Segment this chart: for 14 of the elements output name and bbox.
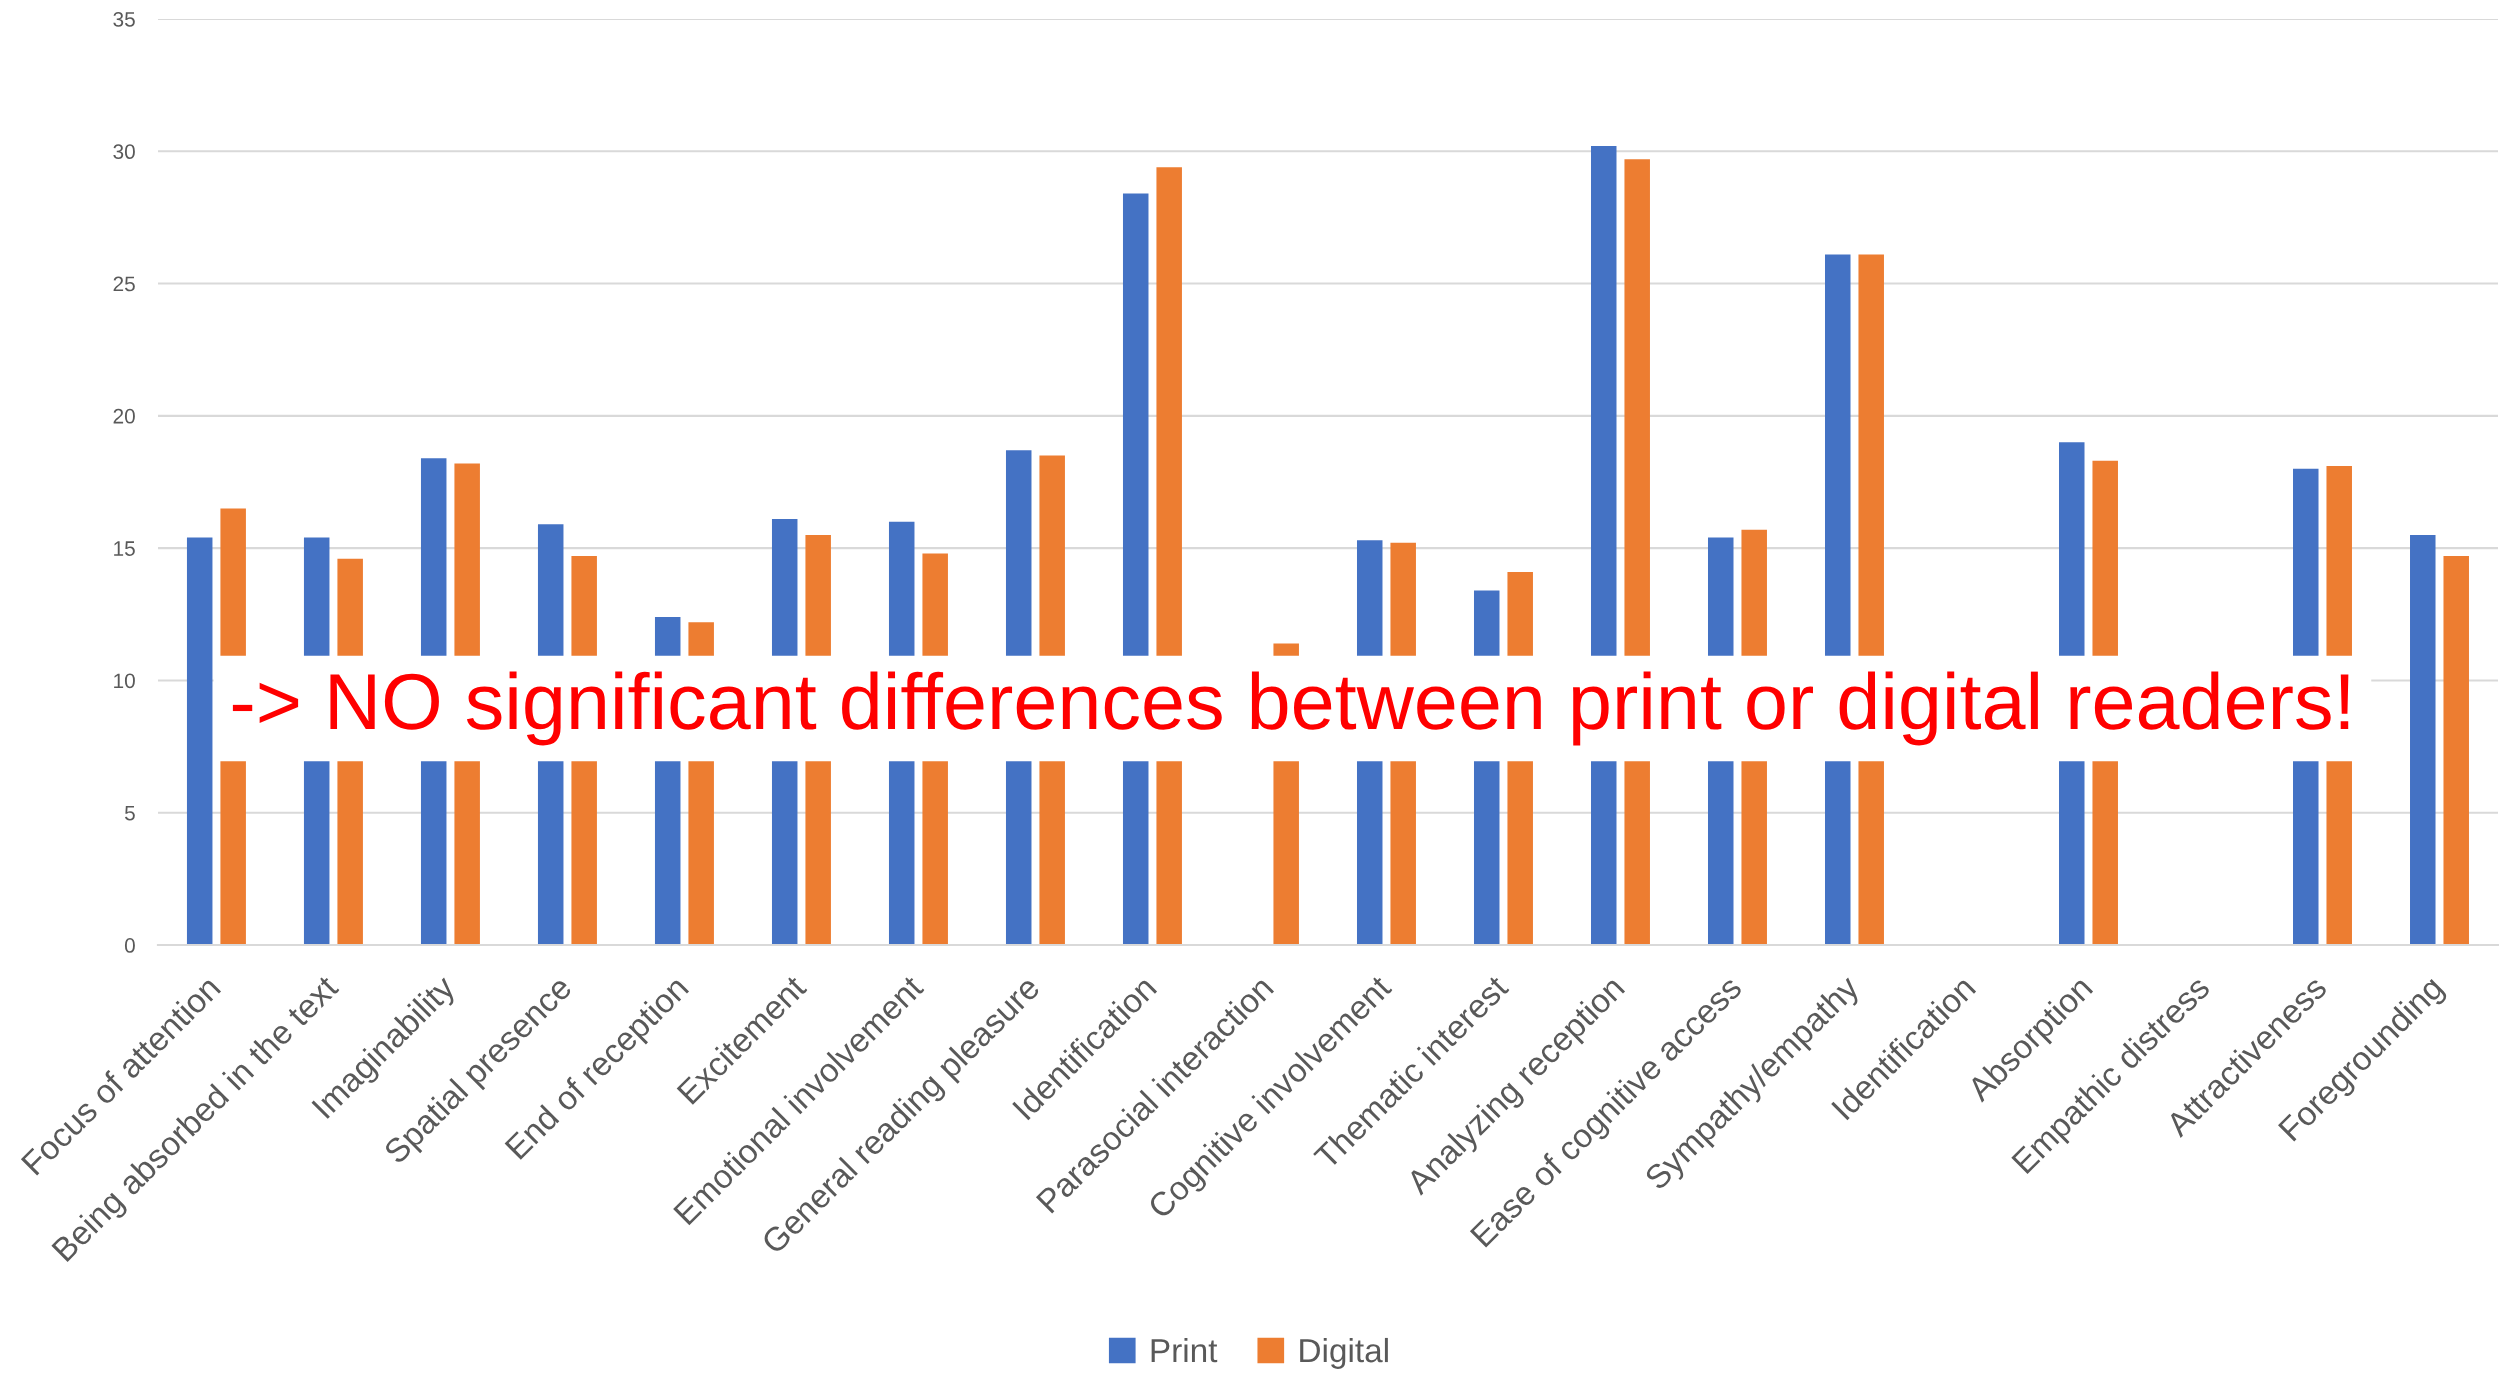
bar xyxy=(2410,534,2436,946)
bar xyxy=(186,537,213,946)
annotation: -> NO significant differences between print or digital readers! xyxy=(232,671,2349,746)
legend-label: Print xyxy=(1151,1337,1218,1363)
legend-label: Digital xyxy=(1300,1337,1388,1369)
y-tick-label: 30 xyxy=(113,144,135,160)
y-tick-label: 5 xyxy=(124,805,135,821)
bar xyxy=(2443,556,2469,946)
y-tick-label: 15 xyxy=(114,541,135,556)
y-tick-label: 35 xyxy=(113,11,135,27)
y-tick-label: 0 xyxy=(124,938,135,953)
y-tick-label: 10 xyxy=(114,673,135,689)
y-tick-label: 20 xyxy=(113,408,135,424)
y-tick-label: 25 xyxy=(113,276,135,292)
